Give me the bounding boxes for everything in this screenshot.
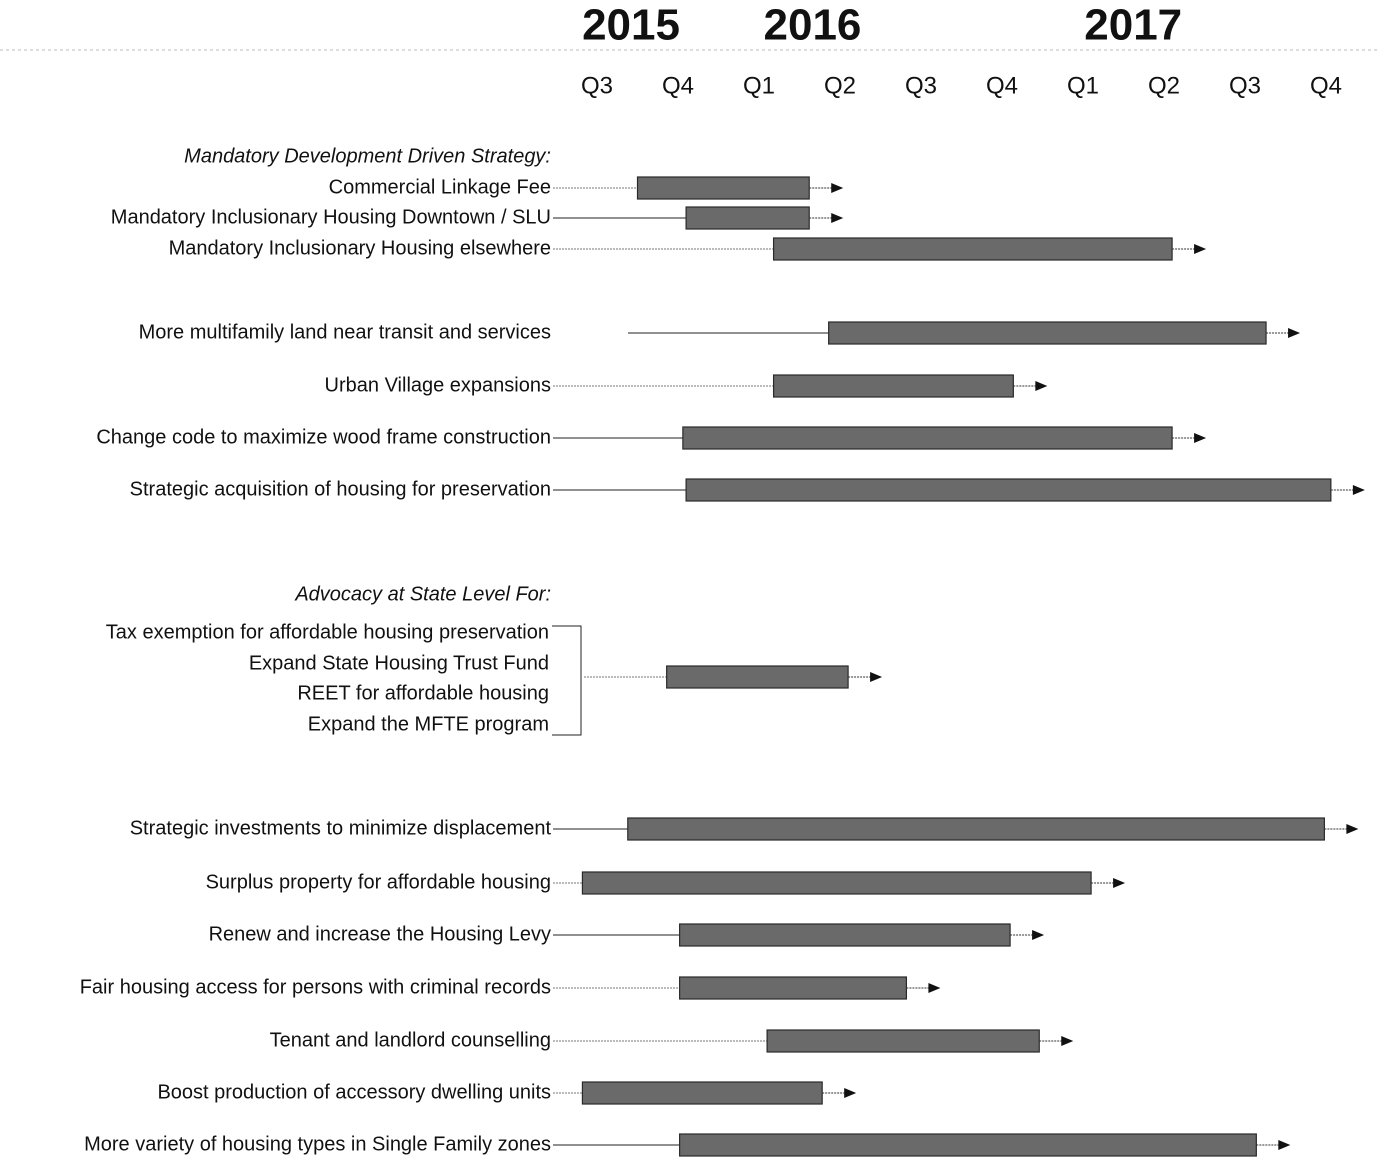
arrow-head	[1113, 878, 1126, 888]
arrow-head	[844, 1088, 857, 1098]
arrow-head	[1278, 1140, 1291, 1150]
x-tick-label: Q3	[905, 72, 937, 99]
task-label: Mandatory Inclusionary Housing elsewhere	[169, 237, 551, 259]
task-bar	[679, 1133, 1257, 1157]
task-label: Tenant and landlord counselling	[270, 1029, 551, 1051]
arrow-head	[928, 983, 941, 993]
arrow-head	[831, 183, 844, 193]
task-bar	[666, 665, 849, 689]
task-bar	[682, 426, 1173, 450]
advocacy-item: REET for affordable housing	[297, 682, 549, 704]
arrow-head	[1194, 244, 1207, 254]
task-label: Urban Village expansions	[325, 374, 551, 396]
arrow-head	[870, 672, 883, 682]
year-label: 2017	[1084, 1, 1182, 50]
advocacy-item: Tax exemption for affordable housing pre…	[106, 621, 549, 643]
year-label: 2015	[582, 1, 680, 50]
arrow-head	[1288, 328, 1301, 338]
x-tick-label: Q2	[1148, 72, 1180, 99]
task-bar	[685, 478, 1332, 502]
task-label: Mandatory Inclusionary Housing Downtown …	[111, 206, 551, 228]
task-bar	[679, 923, 1011, 947]
group-header: Advocacy at State Level For:	[294, 583, 551, 605]
task-label: More variety of housing types in Single …	[84, 1133, 551, 1155]
task-label: Surplus property for affordable housing	[206, 871, 551, 893]
task-label: Commercial Linkage Fee	[329, 176, 551, 198]
task-label: Renew and increase the Housing Levy	[209, 923, 551, 945]
x-tick-label: Q3	[581, 72, 613, 99]
arrow-head	[831, 213, 844, 223]
arrow-head	[1194, 433, 1207, 443]
task-bar	[581, 871, 1092, 895]
x-tick-label: Q3	[1229, 72, 1261, 99]
task-bar	[581, 1081, 823, 1105]
x-tick-label: Q4	[1310, 72, 1342, 99]
arrow-head	[1035, 381, 1048, 391]
task-bar	[636, 176, 810, 200]
advocacy-item: Expand the MFTE program	[308, 713, 549, 735]
group-header: Mandatory Development Driven Strategy:	[184, 145, 551, 167]
arrow-head	[1032, 930, 1045, 940]
task-bar	[772, 374, 1014, 398]
task-label: Strategic acquisition of housing for pre…	[130, 478, 551, 500]
year-label: 2016	[764, 1, 862, 50]
bracket	[552, 625, 582, 736]
task-bar	[679, 976, 908, 1000]
task-bar	[828, 321, 1267, 345]
task-label: Change code to maximize wood frame const…	[96, 426, 551, 448]
task-bar	[685, 206, 810, 230]
x-tick-label: Q1	[1067, 72, 1099, 99]
arrow-head	[1352, 485, 1365, 495]
task-bar	[627, 817, 1325, 841]
task-bar	[772, 237, 1173, 261]
x-tick-label: Q4	[662, 72, 694, 99]
task-label: Fair housing access for persons with cri…	[80, 976, 551, 998]
arrow-head	[1346, 824, 1359, 834]
advocacy-item: Expand State Housing Trust Fund	[249, 652, 549, 674]
x-tick-label: Q4	[986, 72, 1018, 99]
x-tick-label: Q2	[824, 72, 856, 99]
task-bar	[766, 1029, 1040, 1053]
arrow-head	[1061, 1036, 1074, 1046]
task-label: More multifamily land near transit and s…	[139, 321, 551, 343]
task-label: Boost production of accessory dwelling u…	[157, 1081, 551, 1103]
task-label: Strategic investments to minimize displa…	[130, 817, 552, 839]
x-tick-label: Q1	[743, 72, 775, 99]
